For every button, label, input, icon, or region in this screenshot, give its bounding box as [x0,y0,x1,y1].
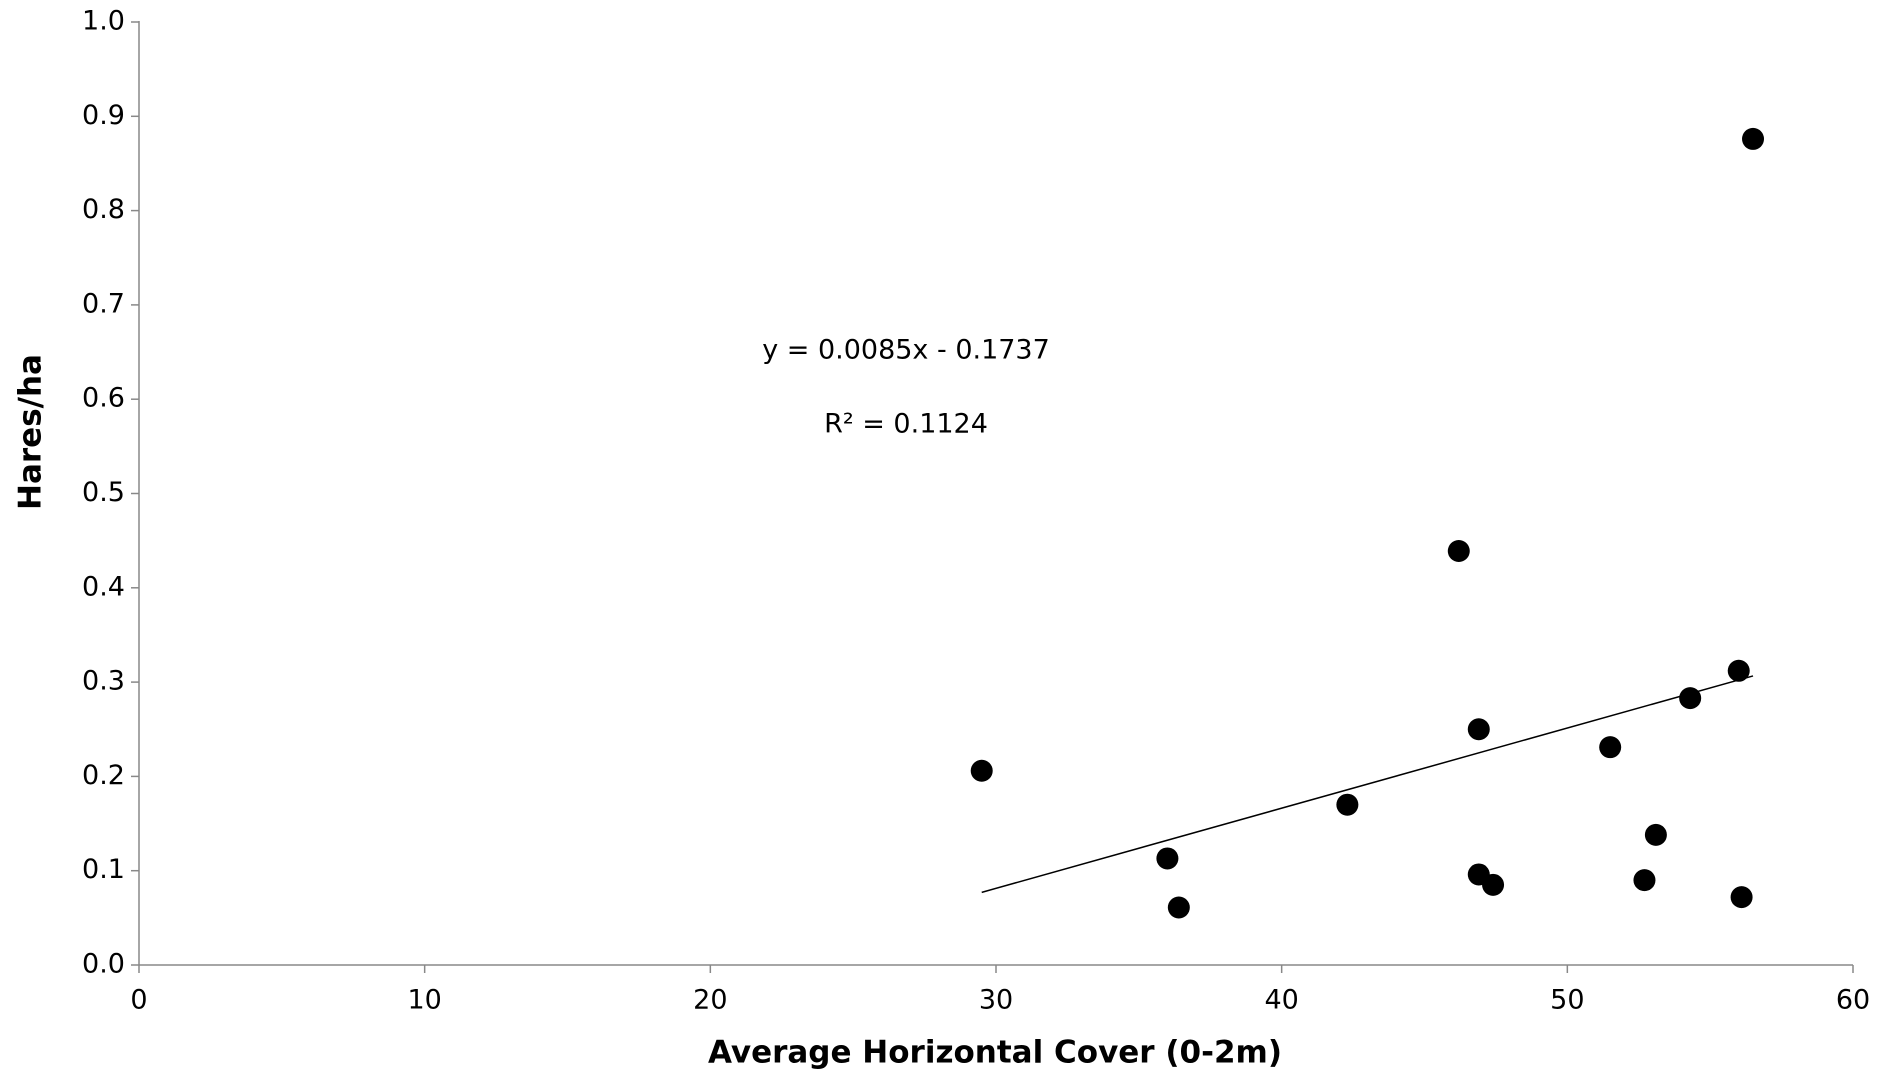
y-tick-label: 0.9 [82,100,125,131]
x-tick-label: 60 [1836,985,1870,1016]
point [1599,736,1622,759]
x-tick-label: 10 [407,985,441,1016]
y-tick-label: 0.2 [82,760,125,791]
y-tick-label: 0.8 [82,194,125,225]
x-tick-label: 30 [979,985,1013,1016]
point [1447,540,1470,563]
r-squared: R² = 0.1124 [824,409,988,440]
y-tick-label: 0.4 [82,571,125,602]
point [1742,127,1765,150]
trend-equation: y = 0.0085x - 0.1737 [762,335,1050,366]
point [1167,896,1190,919]
y-tick-label: 0.6 [82,383,125,414]
x-tick-label: 20 [693,985,727,1016]
y-tick-label: 0.3 [82,666,125,697]
point [1644,823,1667,846]
x-tick-label: 0 [130,985,147,1016]
x-tick-label: 50 [1550,985,1584,1016]
y-axis-title: Hares/ha [13,354,49,510]
point [1467,718,1490,741]
y-tick-label: 0.5 [82,477,125,508]
point [1482,873,1505,896]
y-tick-label: 0.1 [82,854,125,885]
x-tick-label: 40 [1264,985,1298,1016]
point [1730,886,1753,909]
point [1679,687,1702,710]
x-axis-title: Average Horizontal Cover (0-2m) [708,1035,1282,1071]
y-tick-label: 0.0 [82,949,125,980]
point [1727,659,1750,682]
point [1336,793,1359,816]
point [1633,869,1656,892]
point [1156,847,1179,870]
point [970,759,993,782]
y-tick-label: 1.0 [82,6,125,37]
trendline [981,675,1754,894]
y-tick-label: 0.7 [82,288,125,319]
